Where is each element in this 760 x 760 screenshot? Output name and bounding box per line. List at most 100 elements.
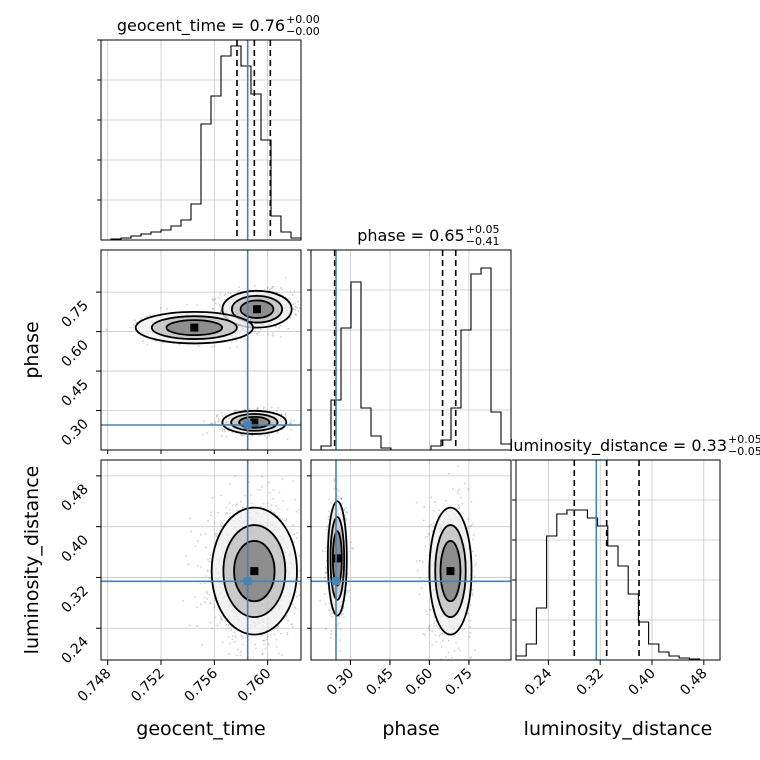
sample-point [296, 595, 299, 598]
sample-point [273, 511, 275, 514]
sample-point [327, 510, 330, 512]
sample-point [235, 340, 238, 342]
sample-point [421, 560, 424, 563]
sample-point [277, 652, 280, 655]
sample-point [271, 286, 274, 288]
sample-point [228, 653, 230, 656]
sample-point [215, 414, 218, 417]
sample-point [278, 491, 281, 494]
sample-point [435, 640, 438, 643]
density-peak [190, 323, 199, 332]
sample-point [469, 626, 472, 628]
sample-point [210, 346, 213, 348]
sample-point [268, 434, 271, 437]
sample-point [425, 610, 427, 613]
sample-point [219, 621, 221, 624]
sample-point [272, 285, 275, 288]
sample-point [266, 635, 269, 638]
sample-point [214, 533, 217, 535]
sample-point [284, 519, 287, 522]
sample-point [200, 603, 202, 605]
sample-point [230, 341, 233, 344]
sample-point [304, 581, 306, 583]
hist-step-phase [311, 267, 512, 451]
sample-point [327, 498, 330, 501]
sample-point [289, 290, 292, 293]
sample-point [341, 502, 344, 505]
sample-point [457, 507, 460, 510]
sample-point [264, 648, 267, 651]
sample-point [337, 495, 340, 498]
sample-point [238, 289, 240, 292]
sample-point [281, 654, 283, 656]
sample-point [346, 591, 348, 594]
sample-point [438, 635, 441, 638]
sample-point [342, 616, 345, 619]
sample-point [166, 308, 168, 310]
sample-point [211, 307, 214, 310]
sample-point [287, 327, 290, 330]
sample-point [203, 601, 206, 603]
sample-point [286, 508, 289, 511]
sample-point [293, 290, 296, 292]
sample-point [457, 465, 459, 468]
sample-point [280, 413, 282, 416]
sample-point [213, 345, 216, 348]
sample-point [211, 496, 214, 499]
sample-point [221, 429, 224, 432]
sample-point [231, 431, 234, 434]
sample-point [263, 406, 265, 408]
sample-point [242, 506, 245, 509]
sample-point [186, 303, 188, 306]
sample-point [268, 481, 270, 484]
sample-point [428, 534, 431, 536]
sample-point [257, 407, 259, 410]
sample-point [221, 619, 223, 621]
sample-point [218, 419, 221, 422]
sample-point [261, 634, 264, 637]
sample-point [227, 635, 230, 638]
sample-point [229, 292, 232, 295]
sample-point [209, 602, 211, 605]
sample-point [267, 643, 270, 646]
hist-frame-luminosity_distance [515, 459, 721, 661]
sample-point [206, 569, 209, 572]
sample-point [433, 616, 436, 619]
sample-point [206, 597, 209, 600]
sample-point [207, 519, 209, 522]
sample-point [348, 589, 351, 592]
sample-point [447, 651, 450, 654]
sample-point [196, 625, 199, 628]
sample-point [350, 541, 353, 544]
sample-point [270, 509, 273, 512]
sample-point [429, 608, 431, 611]
sample-point [216, 511, 219, 514]
sample-point [271, 334, 274, 337]
sample-point [263, 639, 266, 642]
sample-point [225, 511, 228, 514]
sample-point [287, 619, 289, 622]
sample-point [221, 414, 224, 417]
sample-point [423, 506, 426, 508]
sample-point [324, 566, 327, 569]
hist-frame-geocent_time [100, 39, 302, 241]
sample-point [216, 624, 219, 627]
sample-point [445, 499, 447, 502]
sample-point [279, 335, 282, 338]
sample-point [346, 511, 349, 514]
sample-point [305, 554, 307, 556]
sample-point [261, 649, 264, 652]
sample-point [284, 416, 287, 419]
sample-point [302, 574, 304, 576]
sample-point [204, 532, 207, 535]
sample-point [415, 560, 418, 563]
sample-point [214, 420, 217, 423]
sample-point [216, 413, 219, 416]
sample-point [208, 577, 211, 579]
sample-point [339, 639, 342, 641]
density-peak [250, 567, 259, 576]
sample-point [298, 307, 301, 310]
sample-point [324, 602, 327, 605]
sample-point [241, 643, 244, 646]
panel-frame [100, 459, 302, 661]
